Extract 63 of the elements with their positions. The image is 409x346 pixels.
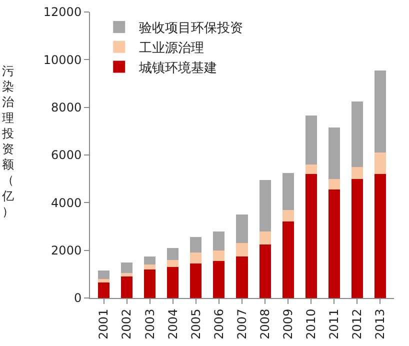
bar (282, 222, 294, 298)
text: 污染治理投资额（亿） (2, 64, 14, 218)
x-tick-label: 2005 (188, 308, 203, 340)
bar (259, 231, 271, 244)
bar (167, 260, 179, 268)
bar (305, 174, 317, 298)
bar (213, 261, 225, 298)
bar (282, 210, 294, 222)
legend-label: 验收项目环保投资 (139, 21, 244, 36)
y-tick-label: 10000 (43, 52, 82, 67)
bar (259, 244, 271, 298)
x-tick-label: 2009 (280, 308, 295, 340)
bar (259, 180, 271, 232)
bar (236, 214, 248, 244)
x-tick-label: 2012 (350, 308, 364, 340)
legend-label: 工业源治理 (139, 40, 204, 56)
bar (121, 276, 133, 298)
bar (236, 243, 248, 256)
bar (144, 269, 156, 298)
y-tick-label: 0 (74, 291, 82, 306)
bar (213, 250, 225, 262)
x-tick-label: 2001 (96, 308, 111, 340)
y-tick-label: 8000 (51, 100, 82, 115)
y-tick-label: 2000 (51, 244, 82, 258)
bar (121, 272, 133, 277)
bar (121, 262, 133, 273)
bar (213, 231, 225, 250)
bar (98, 278, 110, 283)
y-tick-label: 4000 (51, 196, 82, 210)
bar (144, 256, 156, 265)
bar (282, 172, 294, 210)
bar (305, 164, 317, 174)
bar (167, 248, 179, 260)
x-tick-label: 2011 (327, 308, 342, 340)
x-tick-label: 2002 (120, 308, 134, 340)
x-tick-label: 2006 (212, 308, 226, 340)
bar (374, 70, 386, 153)
bar (351, 178, 363, 298)
bar (374, 174, 386, 298)
bar (144, 264, 156, 270)
y-tick-label: 12000 (43, 5, 82, 20)
bar (374, 152, 386, 174)
bar (98, 270, 110, 279)
bar (167, 267, 179, 298)
bar (328, 190, 340, 298)
x-tick-label: 2013 (373, 308, 388, 340)
bar (98, 282, 110, 298)
x-tick-label: 2007 (234, 308, 249, 340)
bar (328, 178, 340, 190)
y-tick-label: 6000 (51, 148, 82, 162)
bar (190, 237, 202, 253)
bar (351, 166, 363, 179)
bar (190, 263, 202, 298)
bar (328, 128, 340, 179)
bar (236, 256, 248, 298)
bar (305, 116, 317, 165)
x-tick-label: 2008 (258, 308, 272, 340)
x-tick-label: 2003 (142, 308, 157, 340)
legend-label: 城镇环境基建 (138, 60, 218, 76)
x-tick-label: 2010 (304, 308, 318, 340)
x-tick-label: 2004 (166, 308, 180, 340)
bar (351, 101, 363, 167)
bar (190, 252, 202, 264)
